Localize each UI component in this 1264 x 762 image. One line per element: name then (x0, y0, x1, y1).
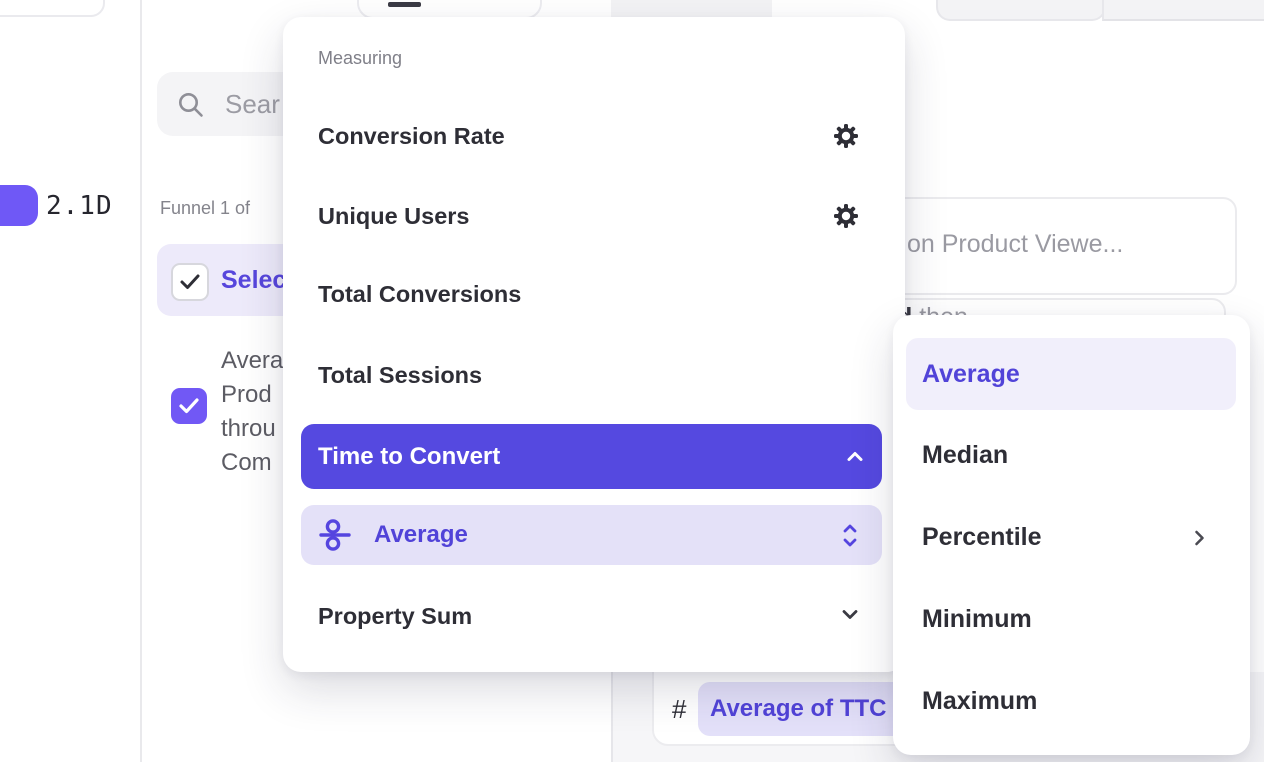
menu-item-label: Conversion Rate (318, 123, 505, 149)
agg-item-label: Median (922, 441, 1009, 469)
top-left-card-edge (0, 0, 105, 17)
agg-item-percentile[interactable]: Percentile (893, 512, 1250, 562)
numeric-type-symbol: # (672, 694, 687, 724)
search-placeholder: Sear (225, 89, 280, 119)
menu-item-label: Total Sessions (318, 362, 483, 388)
menu-item-time-to-convert-selected[interactable]: Time to Convert (301, 424, 882, 489)
menu-item-property-sum[interactable]: Property Sum (283, 595, 905, 637)
menu-item-label: Time to Convert (318, 443, 501, 470)
duration-badge-label: 2.1D (46, 191, 113, 221)
average-icon (318, 518, 352, 557)
agg-item-label: Percentile (922, 523, 1042, 551)
search-icon (177, 91, 205, 124)
aggregation-menu: Average Median Percentile Minimum Maximu… (893, 315, 1250, 755)
menu-item-conversion-rate[interactable]: Conversion Rate (283, 115, 905, 157)
metric-checkbox[interactable] (171, 388, 207, 424)
duration-badge (0, 185, 38, 226)
checkmark-icon (180, 274, 200, 289)
metric-description: Avera Prod throu Com (221, 347, 284, 476)
toolbar-button-icon (388, 2, 421, 7)
left-panel-divider (140, 0, 142, 762)
agg-item-label: Average (922, 360, 1020, 388)
menu-item-total-sessions[interactable]: Total Sessions (283, 354, 905, 396)
metric-pill-label: Average of TTC (710, 695, 887, 722)
chevron-right-icon (1193, 529, 1206, 552)
funnel-step-event-text: on Product Viewe... (907, 230, 1124, 258)
top-tab-right[interactable] (1102, 0, 1264, 21)
aggregation-selector[interactable]: Average (301, 505, 882, 565)
top-tab-middle[interactable] (936, 0, 1106, 21)
menu-item-label: Total Conversions (318, 281, 522, 307)
up-down-chevrons-icon (842, 523, 858, 553)
funnel-checkbox[interactable] (171, 263, 209, 301)
agg-item-label: Maximum (922, 687, 1038, 715)
agg-item-minimum[interactable]: Minimum (893, 594, 1250, 644)
gear-icon[interactable] (833, 123, 859, 149)
agg-item-median[interactable]: Median (893, 430, 1250, 480)
menu-item-label: Unique Users (318, 203, 470, 229)
menu-item-label: Property Sum (318, 603, 473, 629)
funnel-counter-label: Funnel 1 of (160, 198, 251, 218)
chevron-up-icon (846, 450, 864, 468)
agg-item-label: Minimum (922, 605, 1032, 633)
aggregation-selector-label: Average (374, 521, 468, 548)
selected-funnel-label: Selec (221, 266, 287, 294)
menu-item-unique-users[interactable]: Unique Users (283, 195, 905, 237)
agg-item-maximum[interactable]: Maximum (893, 676, 1250, 726)
gear-icon[interactable] (833, 203, 859, 229)
checkmark-icon (179, 398, 199, 414)
measuring-menu: Measuring Conversion Rate Unique Users (283, 17, 905, 672)
menu-item-total-conversions[interactable]: Total Conversions (283, 273, 905, 315)
agg-item-average-selected[interactable]: Average (906, 338, 1236, 410)
measuring-menu-header: Measuring (318, 48, 403, 68)
chevron-down-icon (841, 608, 859, 626)
